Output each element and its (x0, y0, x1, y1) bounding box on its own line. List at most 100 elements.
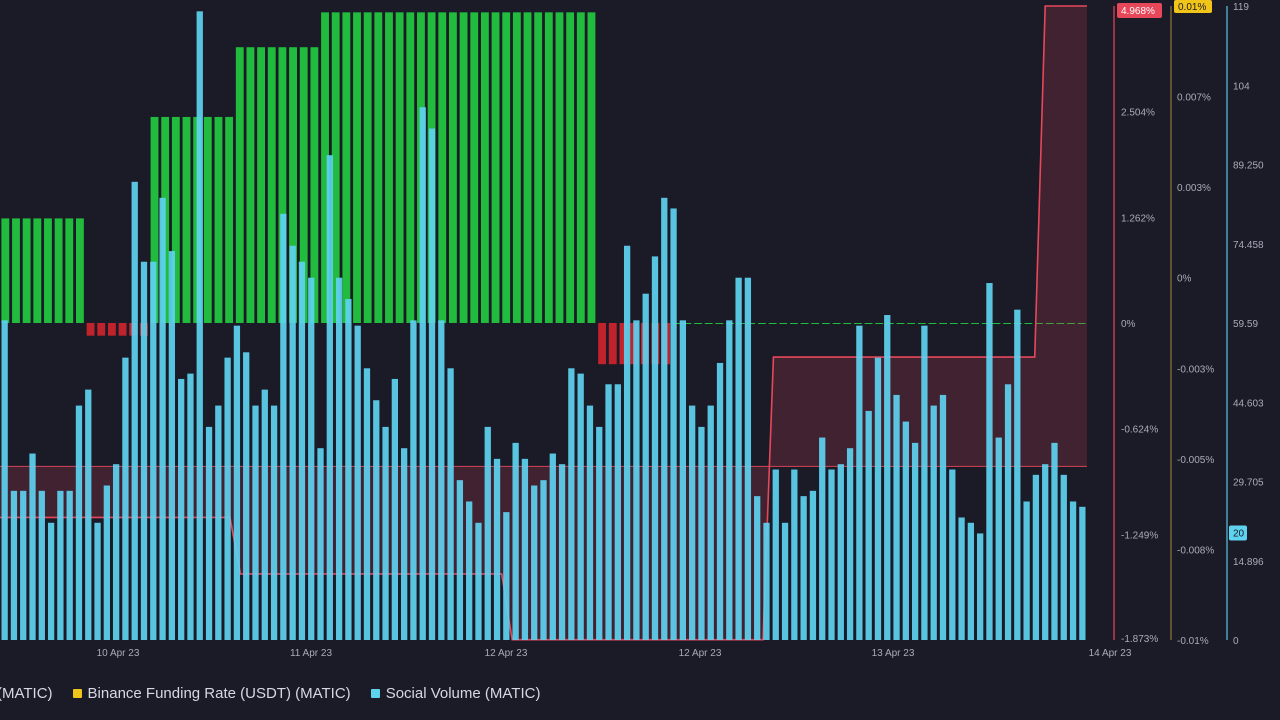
funding-rate-bar (459, 12, 468, 324)
funding-rate-bar (1024, 323, 1033, 324)
price-current-label: 4.968% (1121, 6, 1155, 17)
social-axis-tick-label: 14.896 (1233, 557, 1264, 568)
social-volume-bar (911, 442, 919, 640)
social-volume-bar (531, 485, 538, 640)
social-volume-bar (178, 378, 185, 640)
funding-rate-bar (203, 116, 212, 323)
social-volume-bar (270, 405, 278, 640)
funding-current-label: 0.01% (1178, 2, 1206, 13)
social-volume-bar (354, 325, 361, 640)
funding-rate-bar (278, 47, 287, 324)
social-axis-tick-label: 74.458 (1233, 240, 1264, 251)
funding-axis-tick-label: -0.008% (1177, 545, 1214, 556)
social-volume-bar (558, 464, 566, 640)
x-axis-tick-label: 13 Apr 23 (872, 648, 915, 659)
social-volume-bar (475, 522, 482, 640)
funding-rate-bar (321, 12, 329, 324)
social-volume-bar (447, 368, 454, 640)
x-axis-tick-label: 10 Apr 23 (97, 648, 140, 659)
social-volume-bar (438, 320, 445, 640)
funding-rate-bar (779, 323, 788, 324)
funding-rate-bar (555, 12, 564, 324)
social-volume-bar (1014, 309, 1021, 640)
funding-rate-bar (598, 323, 607, 365)
social-volume-bar (689, 405, 696, 640)
funding-rate-bar (118, 323, 127, 336)
funding-rate-bar (683, 323, 692, 324)
social-volume-bar (131, 181, 138, 640)
social-volume-bar (382, 426, 389, 640)
social-volume-bar (112, 464, 120, 640)
social-volume-bar (289, 245, 296, 640)
funding-rate-bar (1035, 323, 1043, 324)
social-volume-bar (205, 426, 213, 640)
social-volume-bar (261, 389, 268, 640)
social-volume-bar (633, 320, 640, 640)
social-volume-bar (800, 496, 807, 640)
social-volume-bar (196, 11, 203, 640)
funding-rate-bar (907, 323, 916, 324)
social-volume-bar (651, 256, 659, 640)
funding-rate-bar (502, 12, 511, 324)
social-volume-bar (837, 464, 844, 640)
funding-rate-bar (235, 47, 244, 324)
funding-rate-bar (438, 12, 447, 324)
social-volume-bar (1069, 501, 1077, 640)
funding-rate-bar (171, 116, 180, 323)
social-volume-bar (921, 325, 928, 640)
funding-rate-bar (54, 218, 63, 323)
funding-rate-bar (1056, 323, 1065, 324)
funding-rate-bar (214, 116, 223, 323)
funding-rate-bar (470, 12, 479, 324)
social-volume-bar (94, 522, 101, 640)
funding-rate-bar (790, 323, 798, 324)
funding-rate-bar (65, 218, 74, 323)
funding-rate-bar (107, 323, 116, 336)
funding-rate-bar (619, 323, 628, 365)
social-volume-bar (586, 405, 594, 640)
funding-rate-bar (758, 323, 766, 324)
social-volume-bar (549, 453, 556, 640)
social-volume-bar (345, 299, 352, 640)
social-volume-bar (744, 277, 752, 640)
legend-swatch-social-volume (370, 688, 380, 698)
social-volume-bar (484, 426, 491, 640)
social-volume-bar (819, 437, 826, 640)
social-current-label: 20 (1233, 528, 1245, 539)
social-volume-bar (29, 453, 36, 640)
social-volume-bar (828, 469, 835, 640)
price-axis-tick-label: -0.624% (1121, 425, 1158, 436)
funding-rate-bar (385, 12, 393, 324)
funding-rate-bar (1003, 323, 1012, 324)
funding-rate-bar (331, 12, 340, 324)
funding-rate-bar (12, 218, 20, 323)
social-volume-bar (512, 442, 519, 640)
social-volume-bar (614, 384, 621, 640)
social-volume-bar (1032, 474, 1040, 640)
social-volume-bar (707, 405, 714, 640)
social-volume-bar (10, 490, 18, 640)
legend-item-social-volume[interactable]: Social Volume (MATIC) (370, 685, 540, 702)
funding-rate-bar (353, 12, 361, 324)
funding-rate-bar (864, 323, 873, 324)
social-axis-tick-label: 29.705 (1233, 478, 1264, 489)
funding-rate-bar (257, 47, 266, 324)
social-volume-bar (1060, 474, 1067, 640)
funding-axis-tick-label: 0.007% (1177, 93, 1211, 104)
social-volume-bar (623, 245, 631, 640)
social-volume-bar (679, 320, 687, 640)
social-volume-bar (1051, 442, 1058, 640)
social-volume-bar (577, 373, 584, 640)
social-volume-bar (791, 469, 798, 640)
social-volume-bar (568, 368, 575, 640)
funding-current-badge (1174, 0, 1212, 13)
funding-rate-bar (875, 323, 884, 324)
chart: 3.726%2.504%1.262%0%-0.624%-1.249%-1.873… (0, 0, 1264, 659)
legend-item-funding-rate[interactable]: Binance Funding Rate (USDT) (MATIC) (72, 685, 351, 702)
social-volume-bar (456, 480, 464, 640)
x-axis-tick-label: 11 Apr 23 (290, 648, 333, 659)
funding-rate-bar (992, 323, 1001, 324)
funding-axis-tick-label: -0.005% (1177, 455, 1214, 466)
funding-rate-bar (448, 12, 457, 324)
legend-item-price[interactable]: (MATIC) (0, 685, 53, 702)
